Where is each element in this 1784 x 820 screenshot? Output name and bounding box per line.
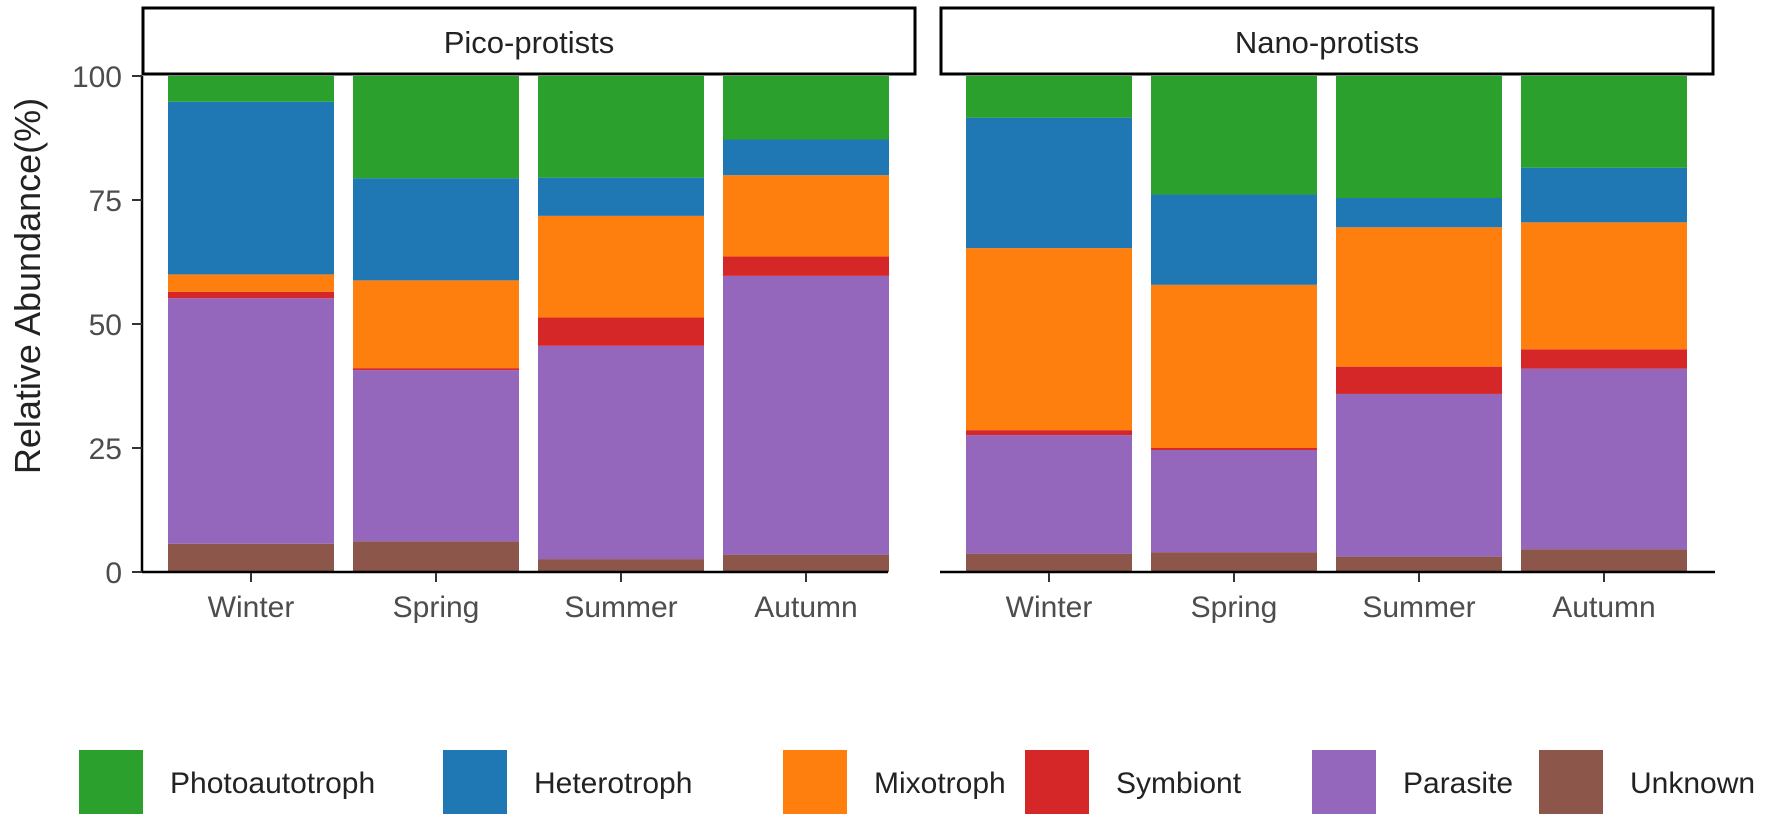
legend-label: Photoautotroph <box>170 767 375 800</box>
bar-segment-symbiont-winter <box>966 430 1132 436</box>
bar-segment-heterotroph-autumn <box>1521 167 1687 223</box>
bar-segment-parasite-winter <box>168 298 334 544</box>
panel-nano-protists: Nano-protists Winter Spring Summer Autumn <box>939 6 1715 624</box>
bar-segment-photoautotroph-winter <box>966 76 1132 118</box>
bar-segment-photoautotroph-autumn <box>723 76 889 140</box>
legend-item-mixotroph: Mixotroph <box>783 750 1006 814</box>
y-axis-ticks: 0 25 50 75 100 <box>72 61 142 590</box>
bar-segment-heterotroph-autumn <box>723 139 889 176</box>
bar-segment-symbiont-spring <box>1151 448 1317 450</box>
legend-swatch <box>443 750 507 814</box>
x-tick-label: Summer <box>1362 591 1475 624</box>
legend-item-heterotroph: Heterotroph <box>443 750 692 814</box>
y-tick-label: 0 <box>105 557 122 590</box>
bar-segment-parasite-spring <box>1151 449 1317 553</box>
bar-segment-heterotroph-summer <box>538 177 704 216</box>
panel-title: Pico-protists <box>444 25 615 60</box>
bar-segment-parasite-spring <box>353 370 519 542</box>
panel-strip <box>939 6 1715 76</box>
bar-segment-parasite-autumn <box>1521 368 1687 550</box>
bar-segment-unknown-summer <box>538 559 704 572</box>
y-tick-label: 50 <box>89 309 122 342</box>
bar-segment-mixotroph-winter <box>966 248 1132 431</box>
bar-segment-heterotroph-winter <box>168 101 334 275</box>
x-tick-label: Winter <box>208 591 295 624</box>
bar-segment-unknown-spring <box>1151 552 1317 572</box>
bar-segment-parasite-winter <box>966 435 1132 554</box>
bar-segment-photoautotroph-spring <box>353 76 519 179</box>
bar-segment-unknown-spring <box>353 541 519 572</box>
bar-segment-photoautotroph-spring <box>1151 76 1317 195</box>
bar-segment-photoautotroph-autumn <box>1521 76 1687 168</box>
legend-item-unknown: Unknown <box>1539 750 1755 814</box>
legend-swatch <box>1025 750 1089 814</box>
x-tick-label: Autumn <box>754 591 857 624</box>
bar-segment-symbiont-autumn <box>723 256 889 276</box>
bar-group <box>966 76 1687 572</box>
legend: Photoautotroph Heterotroph Mixotroph Symbio… <box>79 750 1755 814</box>
y-tick-label: 25 <box>89 433 122 466</box>
x-axis-ticks: Winter Spring Summer Autumn <box>1006 573 1656 624</box>
bar-segment-photoautotroph-summer <box>1336 76 1502 199</box>
legend-label: Parasite <box>1403 767 1513 800</box>
legend-item-parasite: Parasite <box>1312 750 1513 814</box>
panel-strip <box>141 6 917 76</box>
x-axis-ticks: Winter Spring Summer Autumn <box>208 573 858 624</box>
y-axis-label: Relative Abundance(%) <box>7 98 48 474</box>
bar-segment-mixotroph-autumn <box>1521 222 1687 350</box>
bar-group <box>168 76 889 572</box>
bar-segment-photoautotroph-winter <box>168 76 334 102</box>
x-tick-label: Summer <box>564 591 677 624</box>
legend-label: Symbiont <box>1116 767 1242 800</box>
bar-segment-heterotroph-spring <box>1151 194 1317 285</box>
bar-segment-unknown-summer <box>1336 556 1502 572</box>
bar-segment-symbiont-winter <box>168 291 334 299</box>
legend-item-symbiont: Symbiont <box>1025 750 1242 814</box>
bar-segment-symbiont-spring <box>353 368 519 371</box>
bar-segment-unknown-autumn <box>1521 549 1687 572</box>
bar-segment-mixotroph-spring <box>1151 284 1317 448</box>
x-tick-label: Winter <box>1006 591 1093 624</box>
legend-label: Unknown <box>1630 767 1755 800</box>
legend-item-photoautotroph: Photoautotroph <box>79 750 375 814</box>
bar-segment-heterotroph-winter <box>966 117 1132 249</box>
legend-swatch <box>1312 750 1376 814</box>
x-tick-label: Spring <box>1191 591 1278 624</box>
bar-segment-unknown-autumn <box>723 554 889 572</box>
bar-segment-heterotroph-spring <box>353 178 519 281</box>
bar-segment-mixotroph-spring <box>353 280 519 369</box>
legend-swatch <box>783 750 847 814</box>
legend-swatch <box>79 750 143 814</box>
bar-segment-symbiont-summer <box>538 317 704 346</box>
bar-segment-heterotroph-summer <box>1336 198 1502 228</box>
legend-label: Mixotroph <box>874 767 1006 800</box>
y-tick-label: 100 <box>72 61 122 94</box>
legend-swatch <box>1539 750 1603 814</box>
bar-segment-parasite-summer <box>538 345 704 560</box>
bar-segment-mixotroph-autumn <box>723 175 889 257</box>
bar-segment-symbiont-autumn <box>1521 349 1687 369</box>
bar-segment-symbiont-summer <box>1336 366 1502 394</box>
bar-segment-unknown-winter <box>168 543 334 572</box>
bar-segment-parasite-summer <box>1336 393 1502 557</box>
y-tick-label: 75 <box>89 185 122 218</box>
panel-pico-protists: Pico-protists 0 25 50 75 100 Winter Spring Sum… <box>72 6 917 624</box>
bar-segment-photoautotroph-summer <box>538 76 704 178</box>
bar-segment-mixotroph-summer <box>1336 227 1502 367</box>
legend-label: Heterotroph <box>534 767 692 800</box>
x-tick-label: Spring <box>393 591 480 624</box>
bar-segment-mixotroph-winter <box>168 274 334 292</box>
x-tick-label: Autumn <box>1552 591 1655 624</box>
bar-segment-parasite-autumn <box>723 275 889 555</box>
bar-segment-mixotroph-summer <box>538 215 704 318</box>
bar-segment-unknown-winter <box>966 553 1132 572</box>
panel-title: Nano-protists <box>1235 25 1419 60</box>
